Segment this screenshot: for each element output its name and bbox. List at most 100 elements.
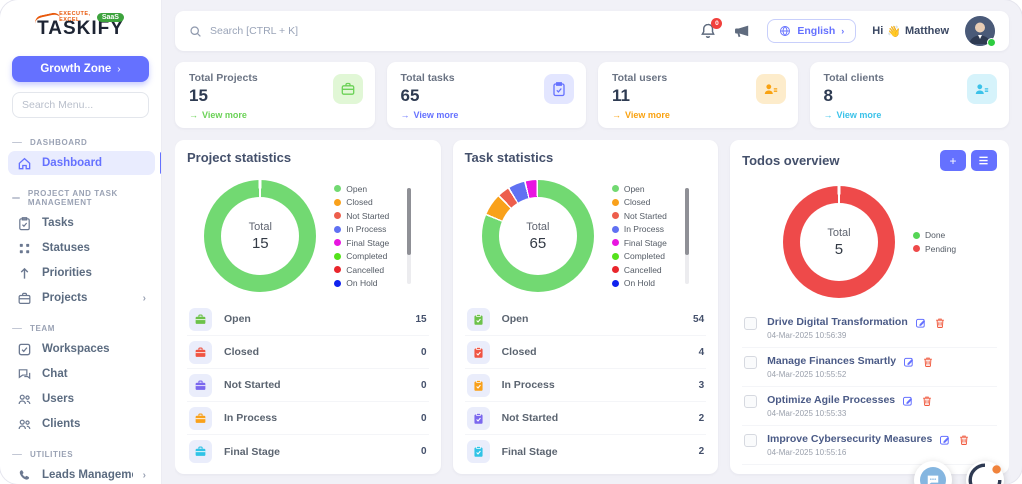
stat-card-total-clients: Total clients 8 → View more [809, 62, 1009, 128]
todo-title: Optimize Agile Processes [767, 394, 896, 406]
legend-item-final-stage[interactable]: Final Stage [611, 238, 667, 248]
view-more-link[interactable]: → View more [189, 110, 247, 120]
legend-label: On Hold [623, 278, 656, 289]
theme-customizer-button[interactable] [966, 461, 1004, 484]
legend-item-cancelled[interactable]: Cancelled [611, 265, 667, 275]
status-label: Final Stage [224, 445, 281, 458]
user-greeting: Hi 👋 Matthew [872, 25, 949, 38]
user-avatar[interactable] [965, 16, 996, 47]
legend-item-in-process[interactable]: In Process [611, 224, 667, 235]
trash-icon[interactable] [934, 316, 946, 328]
edit-icon[interactable] [902, 394, 914, 406]
sidebar-item-users[interactable]: Users [8, 387, 155, 411]
todo-checkbox[interactable] [744, 317, 758, 330]
sidebar-item-chat[interactable]: Chat [8, 362, 155, 386]
support-chat-button[interactable] [914, 461, 952, 484]
users-icon [17, 392, 32, 407]
todo-timestamp: 04-Mar-2025 10:56:39 [767, 331, 847, 340]
donut-center-value: 65 [529, 234, 547, 252]
legend-dot [334, 198, 342, 206]
project-statistics-donut[interactable]: Total 15 [204, 180, 317, 292]
legend-item-completed[interactable]: Completed [611, 251, 667, 261]
sidebar-item-tasks[interactable]: Tasks [8, 211, 155, 235]
floating-buttons [914, 461, 1004, 484]
legend-dot [334, 185, 342, 193]
edit-icon[interactable] [939, 433, 951, 445]
global-search-input[interactable] [210, 25, 510, 37]
view-more-link[interactable]: → View more [612, 110, 670, 120]
global-search[interactable] [189, 25, 699, 38]
legend-item-cancelled[interactable]: Cancelled [334, 265, 389, 275]
sidebar-item-leads-management[interactable]: Leads Management › [8, 463, 155, 484]
legend-item-on-hold[interactable]: On Hold [334, 278, 389, 288]
legend-label: Final Stage [346, 237, 390, 248]
sidebar-item-projects[interactable]: Projects › [8, 286, 155, 310]
sidebar-item-clients[interactable]: Clients [8, 412, 155, 436]
task-statistics-donut[interactable]: Total 65 [481, 180, 594, 292]
edit-icon[interactable] [915, 316, 927, 328]
legend-item-done[interactable]: Done [912, 230, 956, 240]
announcement-icon[interactable] [733, 22, 751, 40]
trash-icon[interactable] [921, 394, 933, 406]
view-more-link[interactable]: → View more [823, 110, 882, 120]
project-legend: Open Closed Not Started In Process Final Sta… [334, 184, 389, 288]
legend-item-open[interactable]: Open [334, 184, 389, 194]
briefcase-fill-icon [189, 440, 212, 463]
bell-icon [701, 23, 716, 38]
legend-scrollbar[interactable] [407, 188, 412, 284]
sidebar-item-statuses[interactable]: Statuses [8, 236, 155, 260]
legend-item-on-hold[interactable]: On Hold [611, 278, 667, 289]
grid-icon [17, 241, 32, 256]
stat-value: 65 [400, 86, 420, 105]
add-todo-button[interactable]: + [939, 150, 966, 171]
todo-checkbox[interactable] [744, 356, 758, 369]
stat-label: Total users [612, 72, 668, 84]
todo-list-button[interactable] [970, 150, 997, 171]
brand-logo[interactable]: EXECUTE, EXCEL SaaS TASKIFY [0, 10, 161, 48]
clipboard-fill-icon [466, 307, 490, 331]
legend-label: In Process [623, 224, 664, 235]
growth-zone-button[interactable]: Growth Zone › [12, 56, 149, 82]
legend-dot [611, 279, 619, 287]
legend-item-not-started[interactable]: Not Started [611, 211, 667, 221]
legend-item-open[interactable]: Open [611, 184, 667, 194]
legend-item-completed[interactable]: Completed [334, 251, 389, 261]
edit-icon[interactable] [903, 355, 915, 367]
status-label: Not Started [501, 412, 559, 424]
status-label: Closed [501, 346, 537, 358]
todo-checkbox[interactable] [744, 395, 758, 408]
status-count: 0 [421, 446, 427, 457]
trash-icon[interactable] [922, 355, 934, 367]
sidebar-item-workspaces[interactable]: Workspaces [8, 337, 155, 361]
status-label: Not Started [224, 379, 281, 391]
sidebar-item-dashboard[interactable]: Dashboard [8, 151, 161, 175]
sidebar-item-priorities[interactable]: Priorities [8, 261, 155, 285]
todos-donut[interactable]: Total 5 [782, 186, 895, 298]
online-status-dot [987, 38, 996, 47]
stat-label: Total Projects [189, 72, 258, 84]
trash-icon[interactable] [958, 433, 970, 445]
section-dash-icon [12, 197, 20, 199]
legend-item-not-started[interactable]: Not Started [334, 211, 389, 221]
users-icon [17, 417, 32, 432]
legend-item-closed[interactable]: Closed [334, 197, 389, 207]
sidebar-search-input[interactable] [12, 92, 149, 118]
donut-center-label: Total [526, 220, 550, 233]
legend-item-pending[interactable]: Pending [912, 244, 956, 254]
legend-item-in-process[interactable]: In Process [334, 224, 389, 234]
status-label: Closed [224, 346, 260, 358]
task-statistics-card: Task statistics Total 65 Open Closed Not S… [452, 140, 719, 474]
arrow-right-icon: → [823, 110, 833, 120]
notifications-button[interactable]: 0 [699, 18, 723, 40]
todo-title: Manage Finances Smartly [767, 355, 897, 367]
language-selector[interactable]: English › [767, 19, 857, 43]
status-label: Open [501, 313, 529, 325]
todo-checkbox[interactable] [744, 434, 758, 447]
legend-scrollbar[interactable] [684, 188, 689, 284]
chat-bubble-icon [920, 467, 946, 484]
legend-item-closed[interactable]: Closed [611, 197, 667, 207]
view-more-link[interactable]: → View more [400, 110, 459, 120]
user-list-icon [967, 74, 997, 104]
legend-item-final-stage[interactable]: Final Stage [334, 238, 389, 248]
language-label: English [797, 25, 836, 37]
